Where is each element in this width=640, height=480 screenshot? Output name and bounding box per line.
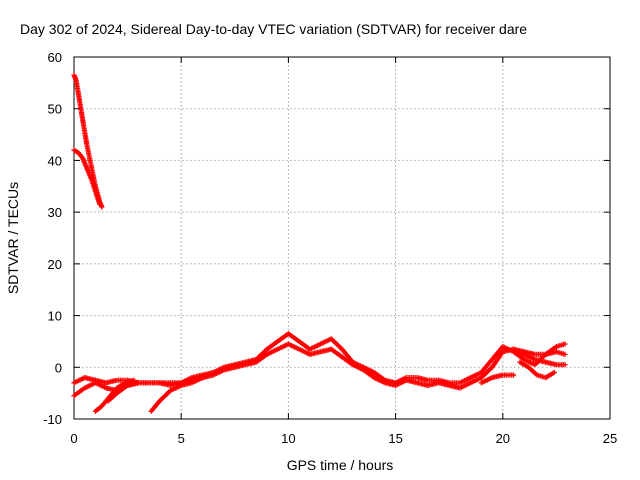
series-descending-track-b <box>71 147 103 207</box>
series-lower-arc-3 <box>105 380 141 404</box>
x-tick-label: 15 <box>388 431 402 446</box>
y-tick-label: -10 <box>43 412 62 427</box>
y-tick-label: 10 <box>48 309 62 324</box>
series-lower-arc-2 <box>148 375 206 414</box>
x-tick-label: 25 <box>603 431 617 446</box>
series-low-arc-21 <box>517 359 557 381</box>
data-point <box>562 351 568 357</box>
series-lower-arc-4 <box>478 372 517 386</box>
data-point <box>200 375 206 381</box>
x-tick-label: 5 <box>178 431 185 446</box>
y-tick-label: 20 <box>48 257 62 272</box>
data-point <box>551 369 557 376</box>
y-tick-label: 0 <box>55 360 62 375</box>
chart-title: Day 302 of 2024, Sidereal Day-to-day VTE… <box>20 21 527 37</box>
y-tick-label: 60 <box>48 50 62 65</box>
y-axis-title: SDTVAR / TECUs <box>5 182 21 294</box>
y-tick-labels: -10 0 10 20 30 40 50 60 <box>43 50 62 427</box>
axis-ticks <box>73 56 611 420</box>
x-tick-label: 20 <box>496 431 510 446</box>
data-point <box>97 201 103 207</box>
x-axis-title: GPS time / hours <box>287 457 394 473</box>
y-tick-label: 40 <box>48 153 62 168</box>
y-tick-label: 50 <box>48 102 62 117</box>
series-upper-arc-21 <box>510 346 568 357</box>
x-tick-labels: 0 5 10 15 20 25 <box>70 431 617 446</box>
data-points <box>71 72 568 414</box>
x-tick-label: 10 <box>281 431 295 446</box>
plot-frame <box>73 56 611 420</box>
y-tick-label: 30 <box>48 205 62 220</box>
data-point <box>135 380 141 386</box>
x-tick-label: 0 <box>70 431 77 446</box>
data-point <box>562 341 568 347</box>
series-descending-track-a <box>71 72 105 210</box>
data-point <box>510 372 517 378</box>
data-point <box>562 362 568 368</box>
grid-lines <box>74 57 610 419</box>
series-secondary-track <box>71 331 568 399</box>
